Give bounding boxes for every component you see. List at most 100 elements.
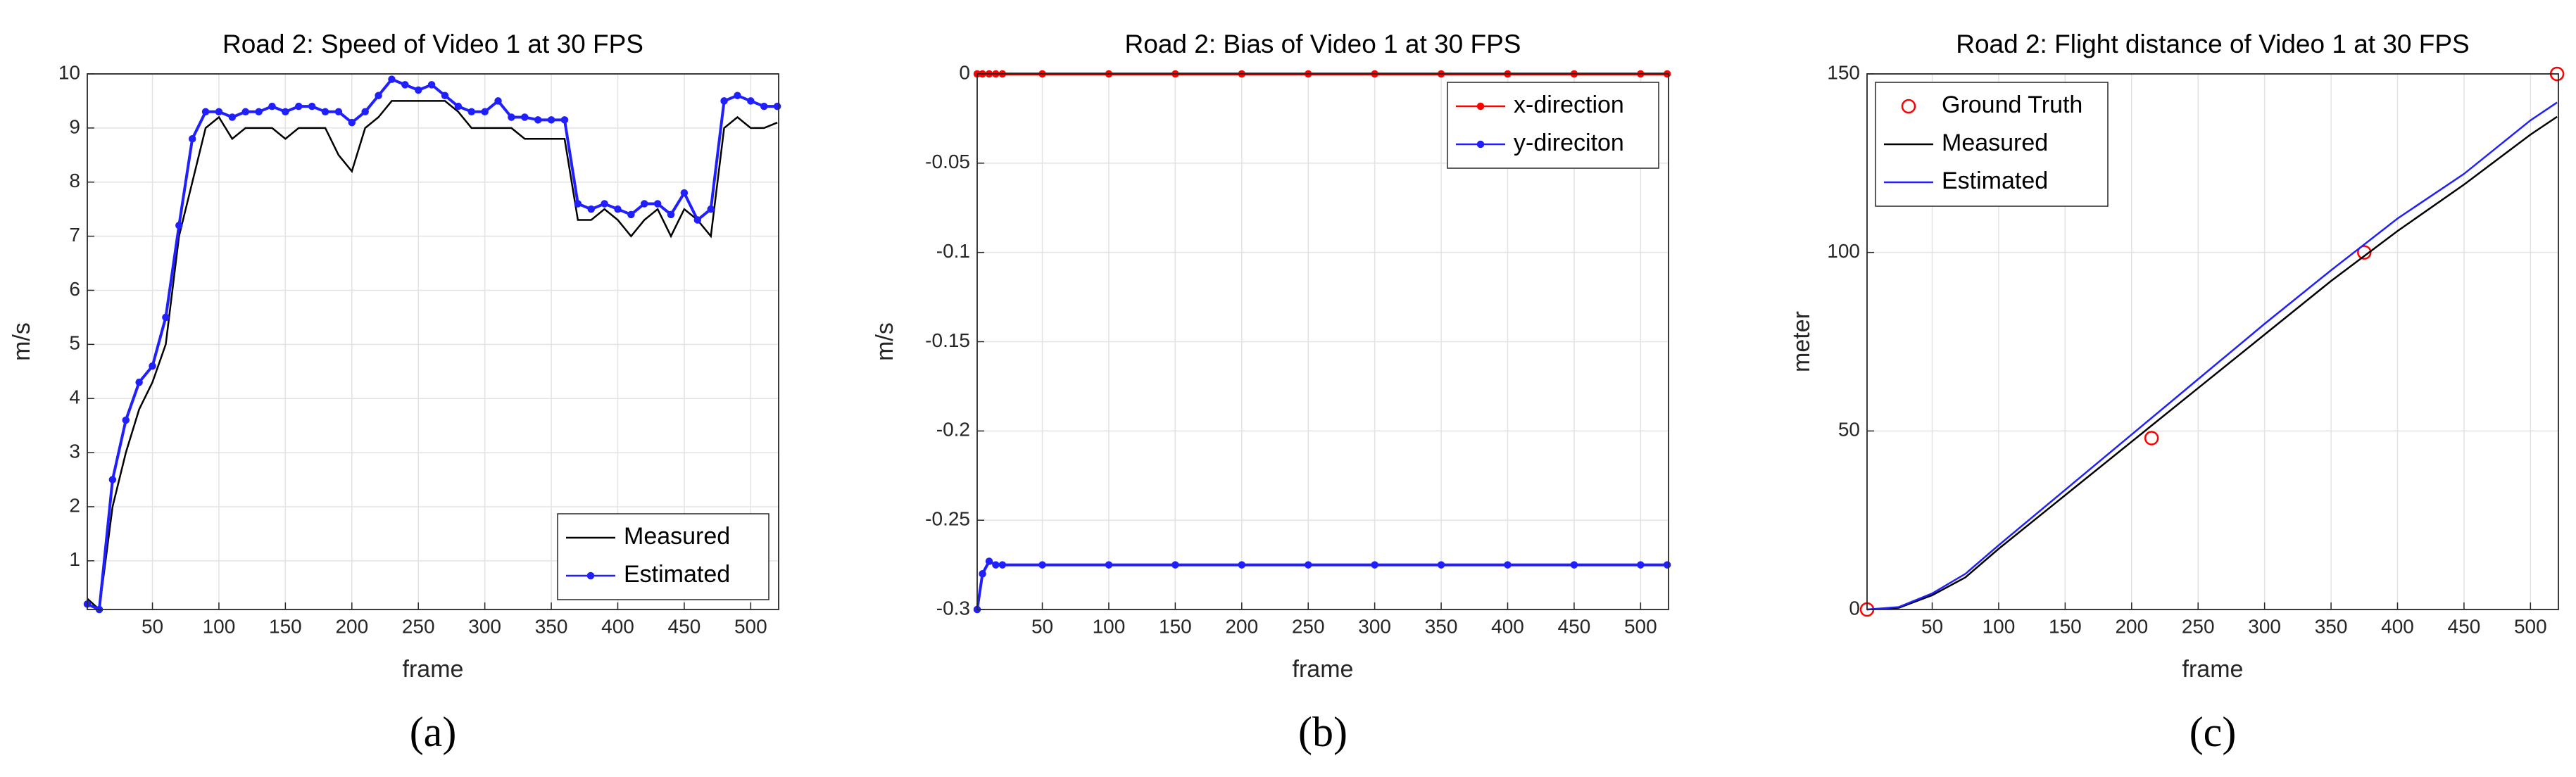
x-tick-label: 250 bbox=[2182, 615, 2215, 637]
legend-label: Measured bbox=[1942, 130, 2048, 156]
x-tick-label: 400 bbox=[2381, 615, 2414, 637]
y-tick-label: 5 bbox=[69, 332, 80, 354]
axes-box bbox=[1866, 73, 2559, 610]
marker-dot bbox=[521, 113, 529, 121]
x-tick-label: 500 bbox=[1624, 615, 1657, 637]
legend-marker bbox=[1476, 140, 1485, 149]
marker-dot bbox=[1304, 561, 1312, 569]
marker-circle bbox=[2357, 245, 2372, 260]
y-tick-label: 1 bbox=[69, 548, 80, 570]
subplot: 50 100 150 200 250 300 350 400 450 500 1 2 3 4 5 6 7 8 9 10… bbox=[8, 30, 781, 755]
subplot: 50 100 150 200 250 300 350 400 450 500 -0.3 -0.25 -0… bbox=[872, 30, 1671, 755]
x-tick-label: 500 bbox=[734, 615, 767, 637]
marker-dot bbox=[680, 189, 689, 197]
marker-dot bbox=[998, 561, 1007, 569]
marker-dot bbox=[414, 86, 422, 94]
marker-dot bbox=[228, 113, 237, 121]
marker-dot bbox=[108, 476, 117, 484]
marker-dot bbox=[467, 108, 476, 116]
marker-dot bbox=[574, 200, 582, 208]
y-axis-label: meter bbox=[1788, 311, 1815, 372]
marker-dot bbox=[375, 91, 382, 99]
legend-marker bbox=[586, 571, 595, 580]
x-tick-label: 450 bbox=[2448, 615, 2481, 637]
marker-dot bbox=[454, 102, 463, 110]
x-tick-label: 450 bbox=[1558, 615, 1591, 637]
marker-dot bbox=[1437, 561, 1445, 569]
marker-dot bbox=[241, 108, 249, 116]
subplot: 50 100 150 200 250 300 350 400 450 500 0 50 100 150 Ro… bbox=[1788, 30, 2565, 755]
marker-dot bbox=[627, 210, 635, 219]
y-tick-label: -0.15 bbox=[925, 329, 970, 351]
x-tick-label: 400 bbox=[601, 615, 634, 637]
legend-marker bbox=[1476, 102, 1485, 110]
x-tick-label: 250 bbox=[1292, 615, 1325, 637]
y-tick-label: 8 bbox=[69, 170, 80, 191]
x-tick-label: 200 bbox=[335, 615, 368, 637]
marker-dot bbox=[985, 557, 993, 565]
legend-box bbox=[1447, 82, 1659, 169]
y-tick-label: 50 bbox=[1838, 419, 1860, 441]
x-tick-label: 300 bbox=[468, 615, 501, 637]
series-line bbox=[1866, 101, 2558, 611]
axes-box bbox=[87, 73, 779, 610]
caption: (b) bbox=[1298, 709, 1347, 755]
y-tick-label: 9 bbox=[69, 115, 80, 137]
legend-label: y-direciton bbox=[1514, 130, 1624, 156]
x-tick-label: 50 bbox=[1031, 615, 1053, 637]
marker-dot bbox=[494, 97, 502, 105]
y-tick-label: -0.05 bbox=[925, 151, 970, 172]
chart-title: Road 2: Speed of Video 1 at 30 FPS bbox=[222, 30, 643, 58]
x-tick-label: 350 bbox=[535, 615, 568, 637]
x-tick-label: 150 bbox=[1159, 615, 1192, 637]
marker-dot bbox=[547, 116, 555, 124]
marker-dot bbox=[560, 116, 569, 124]
marker-dot bbox=[388, 75, 396, 83]
x-tick-label: 250 bbox=[402, 615, 435, 637]
marker-dot bbox=[587, 205, 595, 213]
marker-dot bbox=[667, 210, 675, 219]
marker-dot bbox=[979, 570, 986, 578]
x-tick-label: 200 bbox=[2115, 615, 2148, 637]
marker-dot bbox=[149, 362, 156, 370]
legend-label: Estimated bbox=[1942, 168, 2048, 194]
marker-dot bbox=[308, 102, 316, 110]
series-line bbox=[87, 100, 778, 612]
marker-dot bbox=[1171, 561, 1179, 569]
y-tick-label: 6 bbox=[69, 278, 80, 300]
marker-dot bbox=[361, 108, 369, 116]
marker-dot bbox=[747, 97, 755, 105]
marker-dot bbox=[1637, 561, 1645, 569]
x-tick-label: 150 bbox=[269, 615, 302, 637]
legend-label: Measured bbox=[624, 523, 730, 550]
marker-dot bbox=[641, 200, 648, 208]
legend-label: x-direction bbox=[1514, 91, 1624, 118]
marker-dot bbox=[427, 81, 436, 89]
y-tick-label: -0.2 bbox=[936, 419, 970, 441]
x-axis-label: frame bbox=[2182, 656, 2244, 683]
marker-dot bbox=[255, 108, 263, 116]
y-tick-label: 0 bbox=[1849, 597, 1860, 619]
x-tick-label: 300 bbox=[1358, 615, 1391, 637]
legend: x-direction y-direciton bbox=[1447, 82, 1659, 169]
legend: Ground Truth Measured Estimated bbox=[1875, 82, 2109, 207]
legend-label: Ground Truth bbox=[1942, 91, 2082, 118]
x-tick-label: 350 bbox=[1425, 615, 1458, 637]
series-line bbox=[1866, 115, 2558, 611]
y-tick-label: 150 bbox=[1827, 61, 1860, 83]
y-tick-label: 0 bbox=[959, 61, 970, 83]
marker-dot bbox=[1371, 561, 1378, 569]
marker-dot bbox=[1504, 561, 1512, 569]
y-tick-label: 100 bbox=[1827, 240, 1860, 262]
marker-dot bbox=[653, 200, 662, 208]
marker-dot bbox=[282, 108, 289, 116]
x-tick-label: 400 bbox=[1491, 615, 1524, 637]
caption: (a) bbox=[410, 709, 457, 755]
marker-dot bbox=[162, 313, 170, 322]
axes-box bbox=[976, 73, 1669, 610]
marker-dot bbox=[122, 416, 130, 424]
marker-dot bbox=[601, 200, 608, 208]
x-tick-label: 50 bbox=[1921, 615, 1943, 637]
x-tick-label: 100 bbox=[1983, 615, 2016, 637]
y-tick-label: -0.3 bbox=[936, 597, 970, 619]
